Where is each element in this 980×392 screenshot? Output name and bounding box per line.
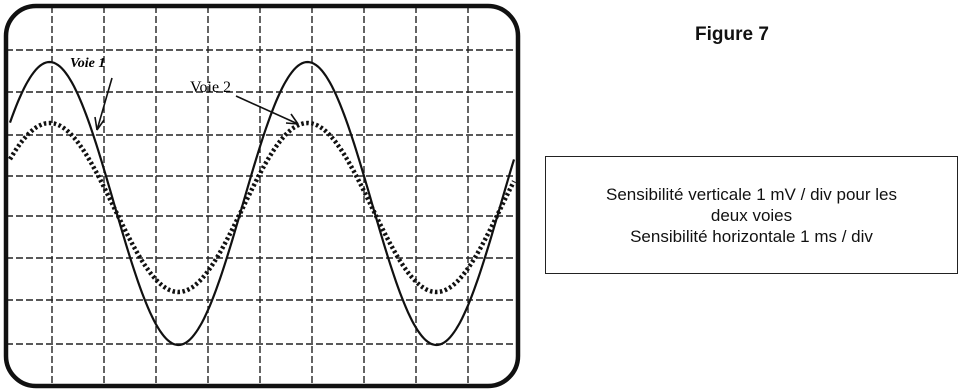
vertical-sensitivity-line: Sensibilité verticale 1 mV / div pour le… bbox=[605, 184, 898, 204]
graticule-grid bbox=[6, 6, 518, 386]
channel-2-label: Voie 2 bbox=[190, 79, 231, 96]
figure-title: Figure 7 bbox=[695, 24, 769, 45]
channel-2-arrowhead bbox=[285, 113, 299, 125]
channel-2-arrow bbox=[235, 95, 299, 125]
channel-1-label: Voie 1 bbox=[70, 56, 105, 71]
vertical-sensitivity-line-continued: deux voies bbox=[710, 205, 793, 225]
horizontal-sensitivity-line: Sensibilité horizontale 1 ms / div bbox=[630, 226, 873, 246]
channel-2-trace bbox=[8, 120, 517, 295]
sensitivity-info-box: Sensibilité verticale 1 mV / div pour le… bbox=[545, 156, 958, 274]
oscilloscope-screen: Voie 1 Voie 2 bbox=[3, 3, 521, 389]
channel-1-arrow bbox=[96, 77, 113, 131]
channel-1-arrowhead bbox=[94, 116, 105, 131]
channel-1-trace bbox=[8, 60, 516, 347]
screen-bezel bbox=[3, 3, 521, 389]
